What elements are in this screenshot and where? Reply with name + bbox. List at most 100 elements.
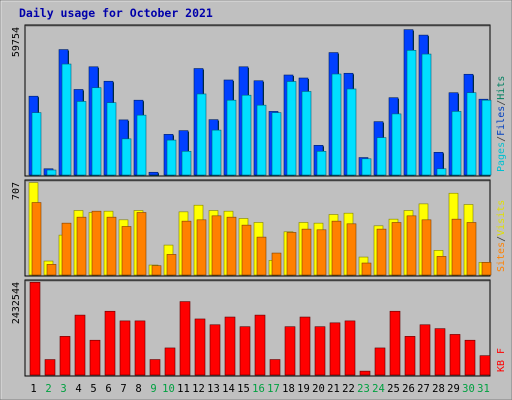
sites-bar (121, 226, 132, 276)
x-tick-label: 28 (432, 383, 445, 395)
kbf-bar (44, 359, 56, 376)
kbf-bar (209, 324, 221, 376)
sites-bar (466, 222, 477, 276)
kbf-bar (239, 326, 251, 376)
kbf-bar (29, 281, 41, 376)
kbf-bar (134, 320, 146, 376)
sites-bar (166, 254, 177, 276)
pages-bar (451, 111, 462, 176)
sites-bar (226, 216, 237, 276)
x-tick-label: 26 (402, 383, 415, 395)
sites-bar (76, 216, 87, 276)
sites-bar (136, 212, 147, 276)
pages-bar (226, 99, 237, 176)
kbf-bar (254, 314, 266, 376)
x-tick-label: 8 (135, 383, 141, 395)
pages-bar (256, 104, 267, 176)
pages-bar (166, 139, 177, 176)
pages-bar (301, 91, 312, 176)
x-tick-label: 25 (387, 383, 400, 395)
pages-bar (106, 102, 117, 176)
sites-bar (31, 202, 42, 276)
pages-bar (61, 63, 72, 176)
x-tick-label: 7 (120, 383, 126, 395)
kbf-bar (194, 318, 206, 376)
chart-title: Daily usage for October 2021 (19, 6, 213, 20)
pages-bar (271, 112, 282, 176)
panel-2-ymax-label: 707 (11, 182, 22, 200)
sites-bar (91, 210, 102, 276)
x-tick-label: 1 (30, 383, 36, 395)
x-tick-label: 14 (222, 383, 235, 395)
pages-bar (391, 113, 402, 176)
panel-2-series-legend: Sites/Visits (496, 200, 507, 272)
panel-3-ymax-label: 2432544 (11, 282, 22, 324)
x-tick-label: 15 (237, 383, 250, 395)
kbf-bar (74, 314, 86, 376)
x-tick-label: 6 (105, 383, 111, 395)
pages-bar (91, 87, 102, 176)
pages-bar (196, 93, 207, 176)
x-tick-label: 19 (297, 383, 310, 395)
pages-bar (361, 158, 372, 176)
kbf-bar (269, 359, 281, 376)
x-tick-label: 2 (45, 383, 51, 395)
x-tick-label: 17 (267, 383, 280, 395)
x-tick-label: 5 (90, 383, 96, 395)
kbf-bar (119, 320, 131, 376)
sites-bar (346, 223, 357, 276)
kbf-bar (419, 324, 431, 376)
legend-part: Pages (496, 142, 507, 172)
panel-1-series-legend: Pages/Files/Hits (496, 76, 507, 172)
sites-bar (151, 265, 162, 276)
kbf-bar (59, 336, 71, 376)
kbf-bar (389, 310, 401, 376)
x-tick-label: 24 (372, 383, 385, 395)
legend-part: Visits (496, 200, 507, 236)
legend-part: / (496, 136, 507, 142)
sites-bar (451, 218, 462, 276)
kbf-bar (404, 336, 416, 376)
x-tick-label: 9 (150, 383, 156, 395)
pages-bar (46, 169, 57, 176)
pages-bar (136, 114, 147, 176)
x-tick-label: 30 (462, 383, 475, 395)
kbf-bar (449, 334, 461, 376)
legend-part: / (496, 100, 507, 106)
sites-bar (301, 228, 312, 276)
legend-part: Hits (496, 76, 507, 100)
x-tick-label: 10 (162, 383, 175, 395)
sites-bar (331, 220, 342, 276)
legend-part: / (496, 236, 507, 242)
pages-bar (466, 92, 477, 176)
x-tick-label: 29 (447, 383, 460, 395)
sites-bar (361, 262, 372, 276)
kbf-bar (299, 316, 311, 376)
x-tick-label: 23 (357, 383, 370, 395)
sites-bar (391, 222, 402, 276)
panel-1-ymax-label: 59754 (11, 27, 22, 57)
kbf-bar (89, 339, 101, 376)
x-tick-label: 22 (342, 383, 355, 395)
legend-part: Files (496, 106, 507, 136)
pages-bar (286, 81, 297, 176)
x-tick-label: 4 (75, 383, 81, 395)
kbf-bar (434, 328, 446, 376)
sites-bar (436, 256, 447, 276)
kbf-bar (329, 322, 341, 376)
legend-part: KB F (496, 348, 507, 372)
sites-bar (376, 228, 387, 276)
sites-bar (271, 252, 282, 276)
x-tick-label: 27 (417, 383, 430, 395)
kbf-bar (164, 347, 176, 376)
pages-bar (346, 88, 357, 176)
sites-bar (211, 215, 222, 276)
kbf-bar (314, 326, 326, 376)
x-tick-label: 11 (177, 383, 190, 395)
sites-bar (181, 220, 192, 276)
pages-bar (76, 101, 87, 176)
sites-bar (286, 232, 297, 276)
pages-bar (376, 137, 387, 176)
x-tick-label: 31 (477, 383, 490, 395)
pages-bar (421, 53, 432, 176)
